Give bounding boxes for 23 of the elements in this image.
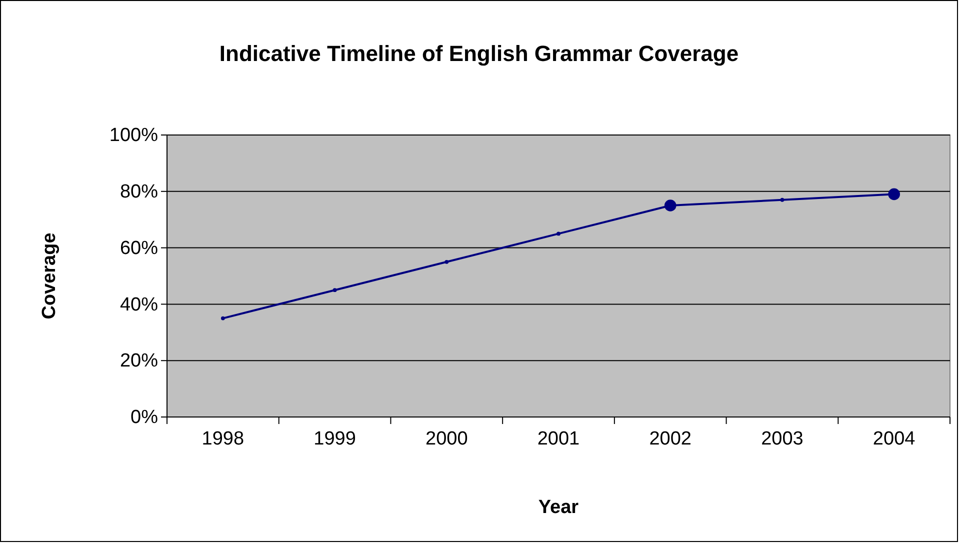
x-tick-label: 1998 (202, 428, 244, 450)
chart-title: Indicative Timeline of English Grammar Coverage (219, 41, 739, 66)
point (332, 288, 337, 292)
y-axis-title: Coverage (39, 232, 60, 320)
x-tick-label: 2001 (537, 428, 580, 450)
point (220, 316, 225, 320)
point (444, 260, 449, 264)
point (556, 232, 560, 236)
y-tick-label: 80% (120, 181, 158, 202)
point (664, 200, 676, 212)
x-tick-label: 2003 (761, 428, 804, 450)
y-tick-label: 60% (120, 238, 158, 259)
x-tick-label: 2004 (872, 428, 916, 450)
point (780, 198, 784, 202)
x-tick-label: 2000 (426, 428, 468, 450)
x-tick-label: 2002 (649, 428, 692, 450)
y-tick-label: 100% (109, 125, 158, 146)
y-tick-label: 40% (120, 294, 158, 316)
x-tick-label: 1999 (314, 428, 356, 450)
y-tick-label: 0% (130, 407, 158, 428)
y-tick-label: 20% (120, 350, 158, 372)
x-axis-title: Year (538, 497, 580, 518)
point (888, 188, 900, 200)
